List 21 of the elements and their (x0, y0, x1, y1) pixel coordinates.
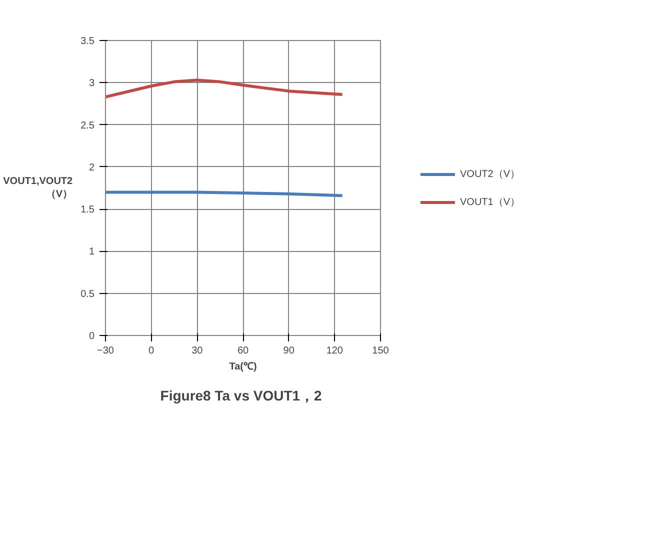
y-tick-label: 1.5 (80, 204, 95, 216)
y-tick-label: 0 (88, 331, 95, 342)
x-tick-label: 120 (326, 346, 344, 356)
x-tick-label: 150 (372, 346, 390, 356)
y-tick-label: 3 (88, 78, 95, 90)
x-tick-label: −30 (97, 346, 114, 356)
y-tick-label: 3.5 (80, 36, 95, 47)
legend-label: VOUT2（V） (460, 168, 520, 180)
x-tick-label: 90 (283, 346, 295, 356)
y-axis-title: VOUT1,VOUT2 （V） (3, 176, 74, 200)
y-tick-label: 2.5 (80, 120, 95, 132)
y-tick-label: 1 (88, 246, 95, 258)
line-series (106, 78, 344, 98)
legend-label: VOUT1（V） (460, 196, 520, 208)
x-axis-title: Ta(℃) (229, 362, 257, 372)
text: Figure8 Ta vs VOUT1，2 (160, 388, 322, 404)
x-tick-label: 30 (192, 346, 204, 356)
y-tick-label: 0.5 (80, 288, 95, 300)
x-tick-label: 0 (148, 346, 155, 356)
x-tick-label: 60 (237, 346, 249, 356)
y-tick-label: 2 (88, 162, 95, 174)
